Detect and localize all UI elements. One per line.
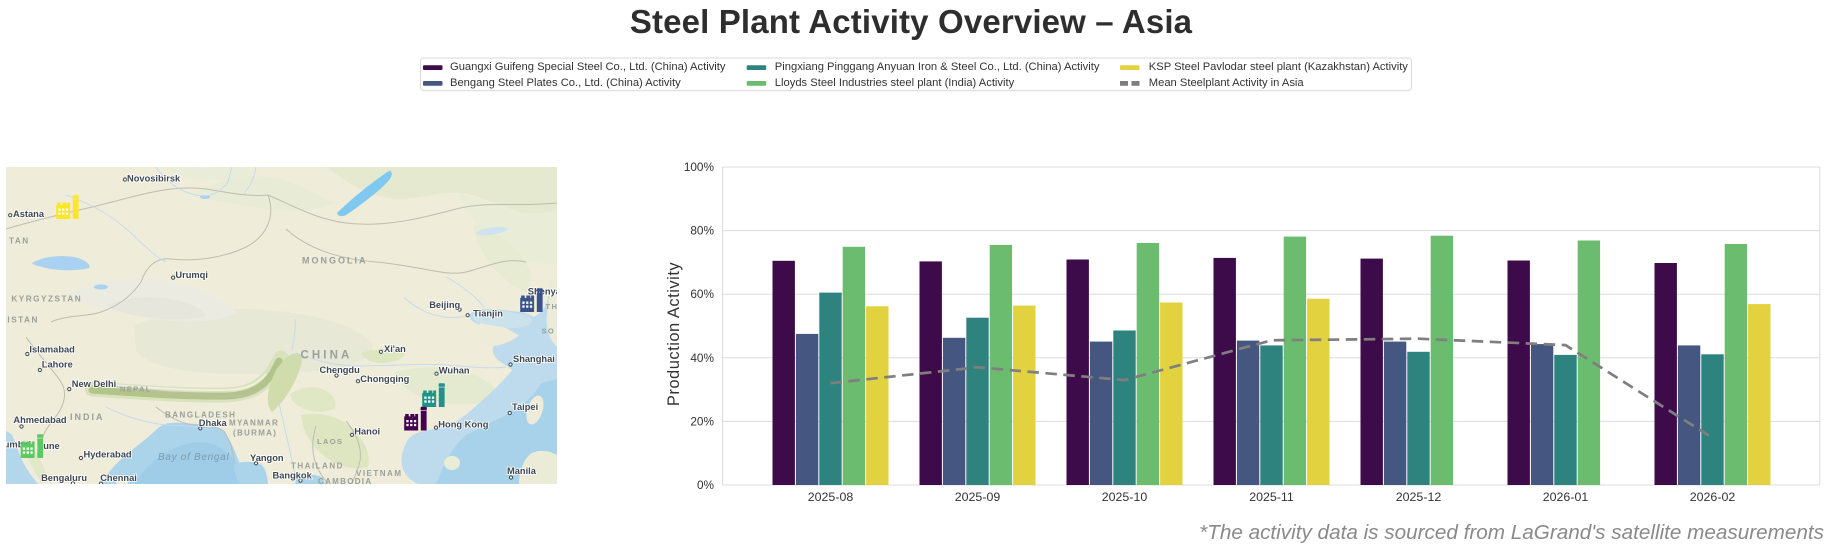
svg-text:KYRGYZSTAN: KYRGYZSTAN xyxy=(11,295,82,304)
svg-text:Bengaluru: Bengaluru xyxy=(41,473,87,483)
svg-text:20%: 20% xyxy=(690,414,714,428)
svg-text:Lloyds Steel Industries steel: Lloyds Steel Industries steel plant (Ind… xyxy=(775,77,1015,89)
svg-text:Hanoi: Hanoi xyxy=(354,427,380,437)
svg-text:40%: 40% xyxy=(690,351,714,365)
svg-text:Lahore: Lahore xyxy=(42,359,73,369)
svg-text:TH: TH xyxy=(546,302,558,311)
svg-text:Ahmedabad: Ahmedabad xyxy=(13,415,67,425)
svg-text:80%: 80% xyxy=(690,224,714,238)
svg-text:60%: 60% xyxy=(690,287,714,301)
svg-text:CHINA: CHINA xyxy=(301,350,353,362)
svg-text:SO: SO xyxy=(542,327,556,336)
svg-text:INDIA: INDIA xyxy=(70,412,105,422)
svg-text:Urumqi: Urumqi xyxy=(175,270,208,280)
svg-text:Tianjin: Tianjin xyxy=(473,308,503,318)
svg-text:KSP Steel Pavlodar steel plant: KSP Steel Pavlodar steel plant (Kazakhst… xyxy=(1149,61,1409,73)
svg-text:Hong Kong: Hong Kong xyxy=(438,419,488,429)
svg-text:THAILAND: THAILAND xyxy=(291,462,344,471)
svg-text:Mumbai: Mumbai xyxy=(6,440,31,450)
svg-text:Bangkok: Bangkok xyxy=(273,471,313,481)
svg-text:New Delhi: New Delhi xyxy=(72,379,116,389)
svg-text:2026-01: 2026-01 xyxy=(1543,490,1589,504)
svg-text:Wuhan: Wuhan xyxy=(439,366,470,376)
svg-text:LAOS: LAOS xyxy=(317,437,343,446)
svg-text:Production Activity: Production Activity xyxy=(665,262,683,407)
svg-text:Shanghai: Shanghai xyxy=(513,354,555,364)
svg-text:100%: 100% xyxy=(684,160,715,174)
svg-text:2025-12: 2025-12 xyxy=(1396,490,1442,504)
svg-text:Bay of Bengal: Bay of Bengal xyxy=(158,452,229,463)
svg-text:CAMBODIA: CAMBODIA xyxy=(318,477,372,484)
svg-text:MONGOLIA: MONGOLIA xyxy=(302,256,368,266)
svg-text:Yangon: Yangon xyxy=(250,453,284,463)
svg-text:Astana: Astana xyxy=(13,209,45,219)
svg-text:NEPAL: NEPAL xyxy=(120,385,152,394)
svg-text:Xi'an: Xi'an xyxy=(384,344,406,354)
svg-text:2025-09: 2025-09 xyxy=(955,490,1001,504)
svg-text:Pingxiang Pinggang Anyuan Iron: Pingxiang Pinggang Anyuan Iron & Steel C… xyxy=(775,61,1100,73)
svg-text:Manila: Manila xyxy=(507,466,537,476)
svg-text:2025-10: 2025-10 xyxy=(1102,490,1148,504)
svg-text:Dhaka: Dhaka xyxy=(199,418,228,428)
svg-text:Mean Steelplant Activity in As: Mean Steelplant Activity in Asia xyxy=(1149,77,1305,89)
svg-text:Pune: Pune xyxy=(37,441,60,451)
svg-text:2025-08: 2025-08 xyxy=(808,490,854,504)
svg-text:Hyderabad: Hyderabad xyxy=(84,450,132,460)
svg-text:(BURMA): (BURMA) xyxy=(233,429,277,438)
svg-text:2026-02: 2026-02 xyxy=(1690,490,1736,504)
svg-text:Beijing: Beijing xyxy=(429,300,460,310)
svg-text:BANGLADESH: BANGLADESH xyxy=(165,410,236,419)
svg-text:Islamabad: Islamabad xyxy=(29,345,75,355)
svg-text:Bengang Steel Plates Co., Ltd.: Bengang Steel Plates Co., Ltd. (China) A… xyxy=(450,77,681,89)
svg-text:Chennai: Chennai xyxy=(100,473,137,483)
svg-text:Chengdu: Chengdu xyxy=(320,365,361,375)
svg-text:2025-11: 2025-11 xyxy=(1249,490,1294,504)
svg-text:Chongqing: Chongqing xyxy=(360,374,409,384)
svg-text:0%: 0% xyxy=(697,478,715,492)
svg-text:Guangxi Guifeng Special Steel: Guangxi Guifeng Special Steel Co., Ltd. … xyxy=(450,61,726,73)
svg-text:Taipei: Taipei xyxy=(512,402,538,412)
svg-text:VIETNAM: VIETNAM xyxy=(356,469,403,478)
svg-text:MYANMAR: MYANMAR xyxy=(229,419,279,428)
svg-text:TAN: TAN xyxy=(9,237,30,246)
svg-text:Novosibirsk: Novosibirsk xyxy=(127,174,181,184)
svg-text:KISTAN: KISTAN xyxy=(6,316,39,325)
